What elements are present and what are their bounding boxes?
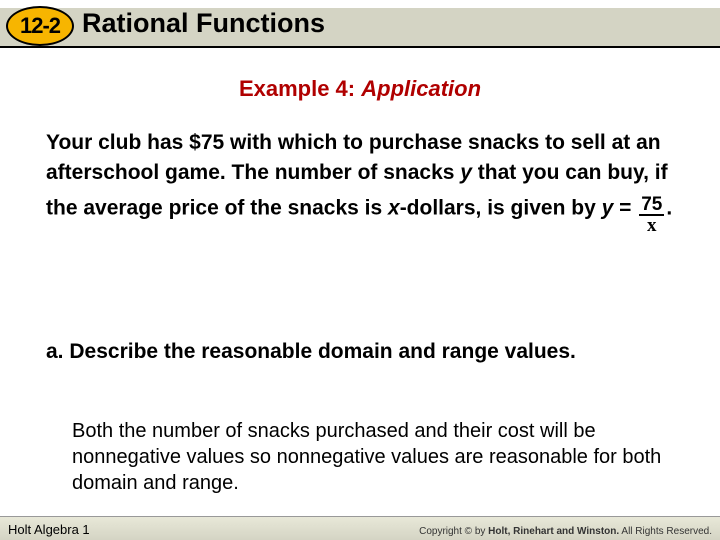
part-a-label: a.	[46, 340, 69, 363]
lesson-number: 12-2	[20, 13, 60, 39]
footer-left: Holt Algebra 1	[8, 522, 90, 537]
copyright-suffix: All Rights Reserved.	[619, 526, 712, 537]
problem-text: Your club has $75 with which to purchase…	[46, 128, 674, 229]
example-heading: Example 4: Application	[0, 76, 720, 102]
header-border	[0, 46, 720, 48]
problem-line3: -dollars, is given by	[400, 196, 602, 219]
footer-right: Copyright © by Holt, Rinehart and Winsto…	[419, 526, 712, 537]
fraction: 75x	[639, 195, 664, 235]
problem-period: .	[666, 196, 672, 219]
fraction-denominator: x	[639, 216, 664, 235]
part-a: a. Describe the reasonable domain and ra…	[46, 338, 674, 366]
problem-var-x: x	[388, 196, 400, 219]
slide: 12-2 Rational Functions Example 4: Appli…	[0, 0, 720, 540]
problem-var-y: y	[460, 161, 472, 184]
copyright-prefix: Copyright © by	[419, 526, 488, 537]
example-label: Example 4:	[239, 76, 355, 101]
answer-text: Both the number of snacks purchased and …	[72, 418, 674, 496]
lesson-badge: 12-2	[6, 6, 74, 46]
copyright-holder: Holt, Rinehart and Winston.	[488, 526, 619, 537]
eq-lhs: y	[602, 196, 614, 219]
page-title: Rational Functions	[82, 8, 325, 39]
eq-eq: =	[613, 196, 637, 219]
footer-bar: Holt Algebra 1 Copyright © by Holt, Rine…	[0, 516, 720, 540]
part-a-text: Describe the reasonable domain and range…	[69, 340, 576, 363]
example-subtitle: Application	[361, 76, 481, 101]
fraction-numerator: 75	[639, 195, 664, 216]
